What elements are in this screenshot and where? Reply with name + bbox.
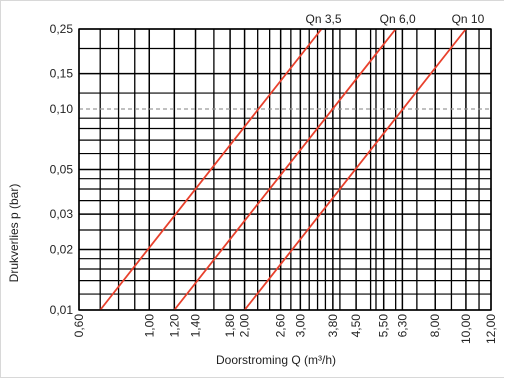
- plot-border: [78, 28, 492, 311]
- x-tick-label: 4,50: [349, 314, 363, 338]
- x-tick-label: 3,00: [293, 314, 307, 338]
- series-line-3: [243, 28, 467, 311]
- series-line-2: [173, 28, 397, 311]
- y-tick-label: 0,05: [50, 163, 74, 177]
- x-tick-label: 2,00: [238, 314, 252, 338]
- y-tick-label: 0,10: [50, 102, 74, 116]
- x-tick-label: 1,40: [189, 314, 203, 338]
- x-tick-label: 2,60: [274, 314, 288, 338]
- y-axis-label: Drukverlies p (bar): [7, 184, 21, 283]
- y-tick-label: 0,25: [50, 22, 74, 36]
- x-tick-label: 10,00: [459, 314, 473, 344]
- x-tick-label: 1,80: [223, 314, 237, 338]
- x-tick-label: 8,00: [428, 314, 442, 338]
- series-lines: [99, 28, 467, 311]
- y-tick-labels: 0,01 0,02 0,03 0,05 0,10 0,15 0,25: [50, 22, 74, 317]
- x-tick-label: 6,30: [395, 314, 409, 338]
- series-line-1: [99, 28, 323, 311]
- x-tick-label: 12,00: [484, 314, 498, 344]
- series-label-2: Qn 6,0: [380, 12, 416, 26]
- x-tick-label: 0,60: [72, 314, 86, 338]
- series-labels: Qn 3,5 Qn 6,0 Qn 10: [306, 12, 485, 26]
- series-label-1: Qn 3,5: [306, 12, 342, 26]
- x-tick-labels: 0,60 1,00 1,20 1,40 1,80 2,00 2,60 3,00 3,80 4,50…: [72, 314, 498, 344]
- y-tick-label: 0,15: [50, 67, 74, 81]
- x-tick-label: 1,00: [142, 314, 156, 338]
- series-label-3: Qn 10: [452, 12, 485, 26]
- y-tick-label: 0,02: [50, 242, 74, 256]
- x-tick-label: 1,20: [167, 314, 181, 338]
- y-tick-label: 0,01: [50, 303, 74, 317]
- x-tick-label: 5,50: [377, 314, 391, 338]
- x-tick-label: 3,80: [326, 314, 340, 338]
- x-axis-label: Doorstroming Q (m³/h): [216, 353, 336, 367]
- y-tick-label: 0,03: [50, 207, 74, 221]
